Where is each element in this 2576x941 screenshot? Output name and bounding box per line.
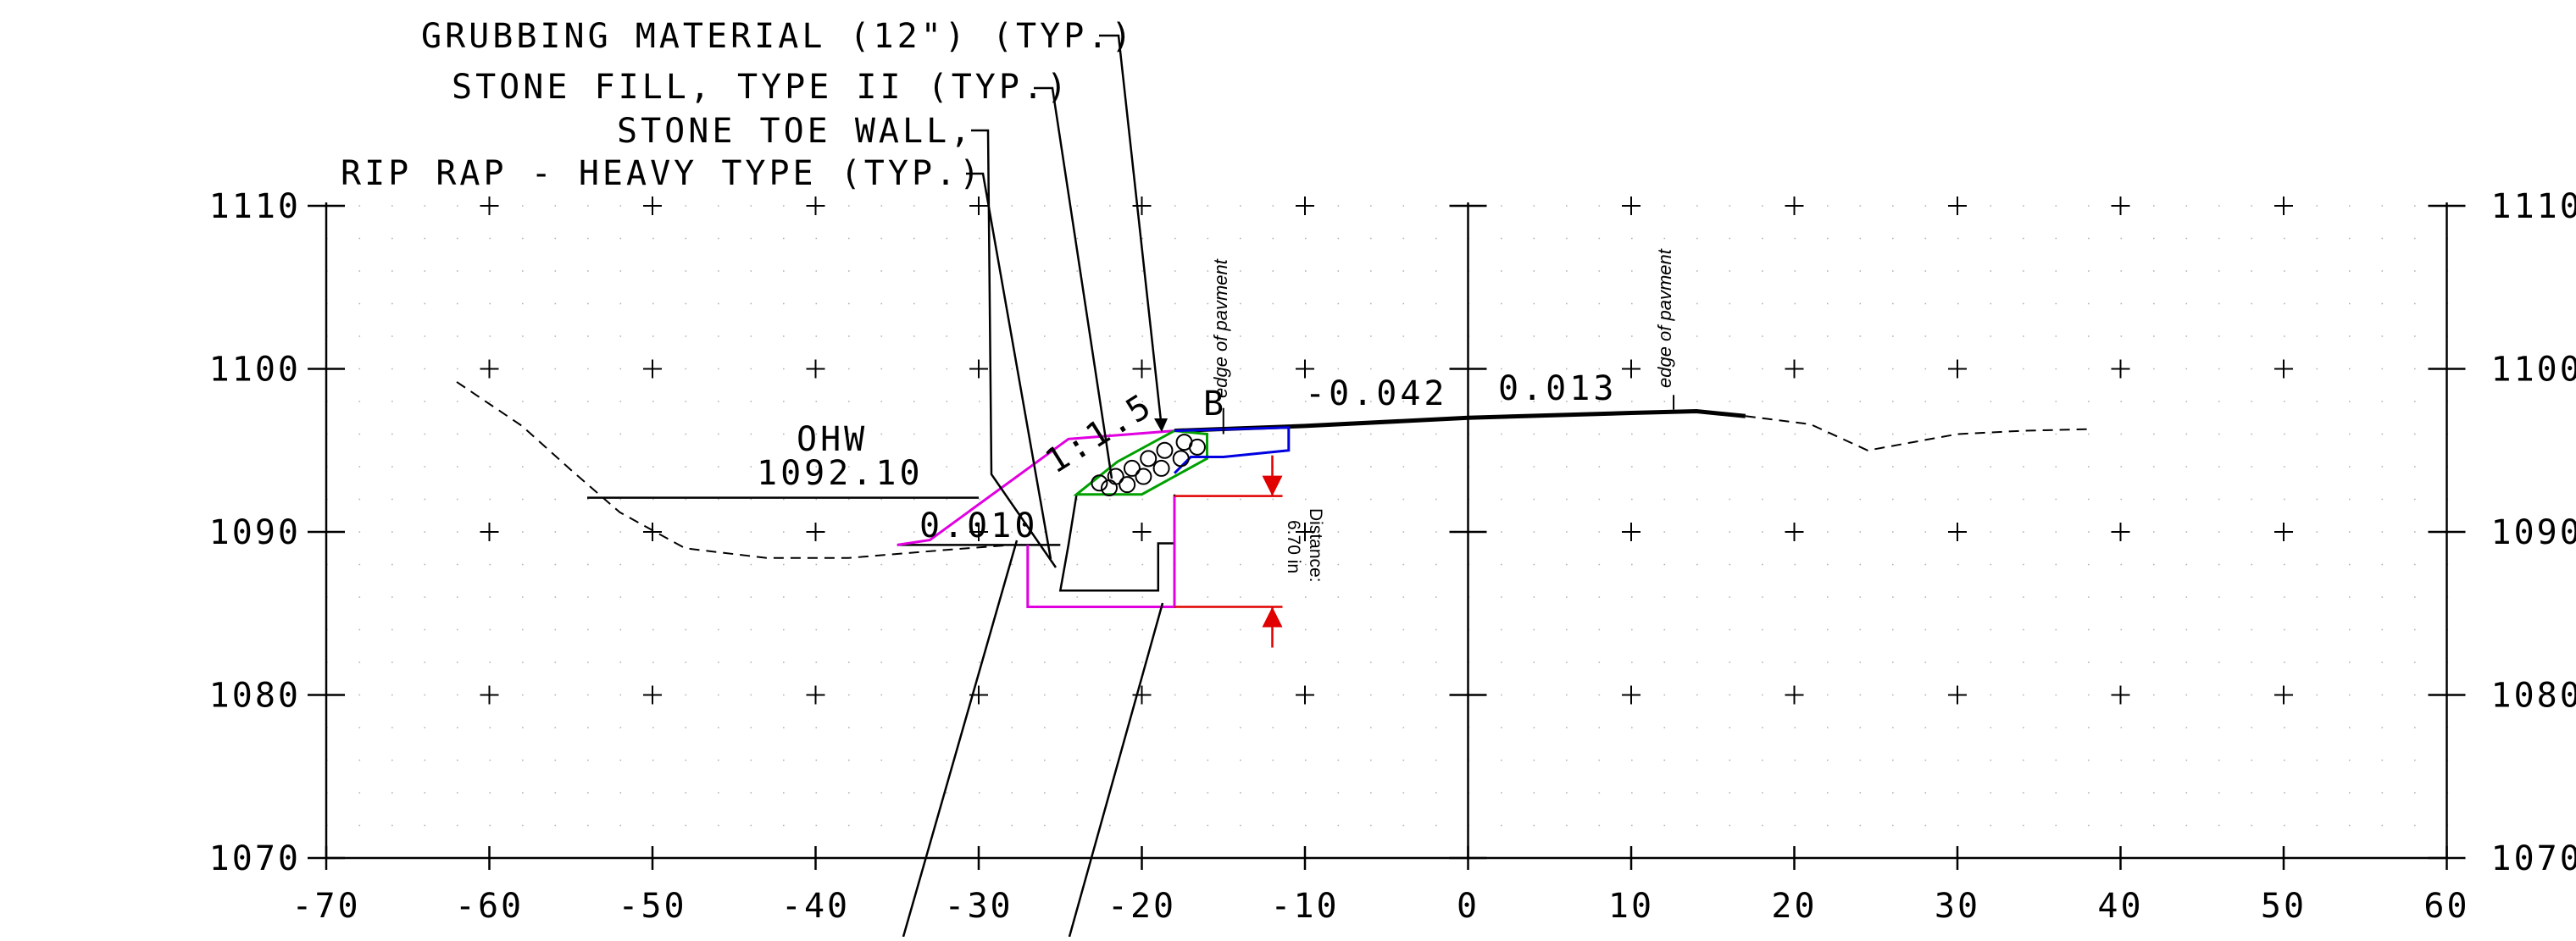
grid-plus: [480, 686, 499, 705]
label-grade-left: -0.042: [1305, 374, 1448, 413]
grid-plus: [643, 686, 662, 705]
grid-plus: [1296, 686, 1314, 705]
grid-plus: [1785, 197, 1804, 215]
tick-labels: -70 -60 -50 -40 -30 -20 -10 0 10 20 30 40 50 60 1070 10…: [209, 187, 2576, 926]
grid-plus: [1785, 686, 1804, 705]
grid-plus: [807, 686, 825, 705]
y-tick-label-right: 1080: [2491, 677, 2576, 716]
grid-plus: [807, 360, 825, 379]
grid-plus: [2274, 197, 2293, 215]
x-tick-label: 30: [1935, 887, 1980, 926]
y-tick-label-left: 1100: [209, 351, 301, 390]
axes: [308, 202, 2466, 870]
x-tick-label: 60: [2423, 887, 2469, 926]
grid-plus: [643, 523, 662, 541]
x-tick-label: 0: [1457, 887, 1480, 926]
x-tick-label: -20: [1108, 887, 1176, 926]
grid-plus: [2112, 197, 2130, 215]
x-tick-label: 20: [1771, 887, 1817, 926]
grid-plus: [2274, 360, 2293, 379]
x-tick-label: 10: [1608, 887, 1654, 926]
grid-plus: [1133, 197, 1152, 215]
x-tick-label: -30: [944, 887, 1013, 926]
grid-plus: [1622, 686, 1641, 705]
x-tick-label: 50: [2261, 887, 2307, 926]
label-distance: Distance:: [1306, 508, 1325, 583]
label-toe-wall: STONE TOE WALL,: [617, 112, 974, 151]
dimension-arrow-top: [1263, 476, 1283, 496]
stone-toe-wall: [1060, 495, 1174, 591]
label-stone-fill: STONE FILL, TYPE II (TYP.): [452, 68, 1070, 107]
grid-plus: [969, 197, 988, 215]
grid-plus-marks: [480, 197, 2294, 705]
label-rip-rap: RIP RAP - HEAVY TYPE (TYP.): [341, 154, 983, 193]
grid-plus: [1948, 360, 1967, 379]
grid-plus: [480, 523, 499, 541]
dimension-arrow-bottom: [1263, 607, 1283, 628]
grid-plus: [1948, 686, 1967, 705]
grid-plus: [807, 523, 825, 541]
grid-plus: [1296, 197, 1314, 215]
y-tick-label-left: 1070: [209, 839, 301, 878]
grid-plus: [969, 360, 988, 379]
grid-plus: [1785, 523, 1804, 541]
y-tick-label-right: 1110: [2491, 187, 2576, 226]
x-tick-label: -10: [1270, 887, 1339, 926]
grid-plus: [1948, 197, 1967, 215]
grid-plus: [2274, 686, 2293, 705]
grid-plus: [643, 360, 662, 379]
x-tick-label: -50: [618, 887, 686, 926]
leader-grubbing: [1099, 36, 1162, 429]
grid-plus: [2112, 523, 2130, 541]
y-tick-label-right: 1090: [2491, 513, 2576, 552]
label-edge-pavement-right: edge of pavment: [1654, 248, 1675, 388]
grid-plus: [2112, 360, 2130, 379]
grid-plus: [2274, 523, 2293, 541]
label-grubbing: GRUBBING MATERIAL (12") (TYP.): [421, 17, 1135, 56]
grid-plus: [480, 197, 499, 215]
grid-plus: [1622, 523, 1641, 541]
grid-plus: [807, 197, 825, 215]
grid-plus: [1785, 360, 1804, 379]
label-grade-right: 0.013: [1498, 369, 1617, 408]
grid-plus: [1133, 523, 1152, 541]
leader-lower-1: [903, 540, 1017, 937]
label-ohw-elevation: 1092.10: [757, 454, 924, 493]
grid-plus: [480, 360, 499, 379]
y-tick-label-left: 1110: [209, 187, 301, 226]
x-tick-label: -60: [455, 887, 524, 926]
grid-plus: [643, 197, 662, 215]
y-tick-label-right: 1070: [2491, 839, 2576, 878]
existing-ground-right: [1746, 416, 2088, 451]
y-tick-label-left: 1090: [209, 513, 301, 552]
grid-plus: [2112, 686, 2130, 705]
label-water-slope: 0.010: [919, 506, 1038, 545]
x-tick-label: -70: [291, 887, 360, 926]
y-tick-label-left: 1080: [209, 677, 301, 716]
grid-plus: [1622, 360, 1641, 379]
label-distance-value: 6.70 in: [1284, 520, 1303, 573]
grid-plus: [1133, 360, 1152, 379]
y-tick-label-right: 1100: [2491, 351, 2576, 390]
grid-plus: [1622, 197, 1641, 215]
x-tick-label: -40: [781, 887, 850, 926]
x-tick-label: 40: [2097, 887, 2143, 926]
grid-plus: [1948, 523, 1967, 541]
label-edge-pavement-left: edge of pavment: [1210, 258, 1231, 398]
